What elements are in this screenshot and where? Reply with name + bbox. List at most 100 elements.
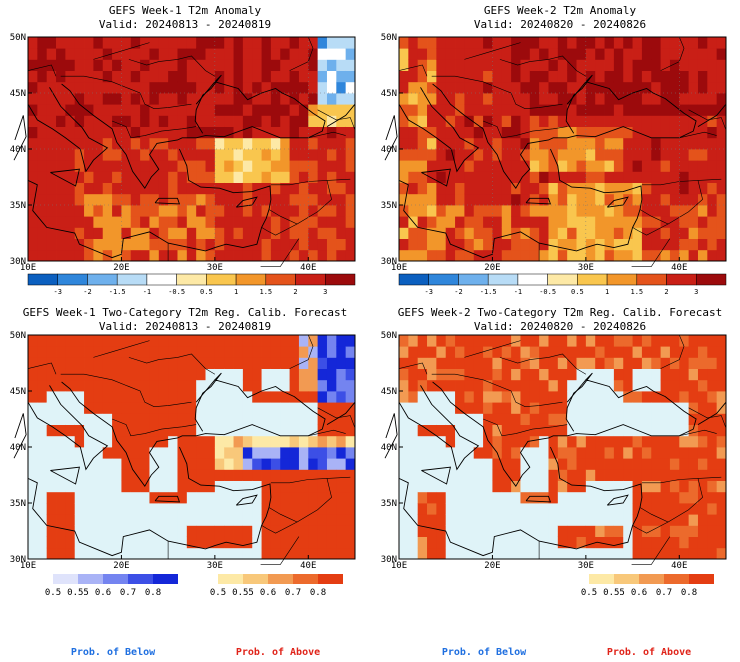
heatmap-cell (336, 37, 347, 49)
heatmap-cell (455, 491, 465, 504)
heatmap-cell (140, 205, 150, 217)
heatmap-cell (336, 81, 347, 94)
heatmap-cell (595, 346, 605, 358)
heatmap-cell (121, 249, 132, 262)
heatmap-cell (280, 37, 290, 49)
heatmap-cell (651, 525, 661, 537)
heatmap-cell (84, 480, 94, 493)
heatmap-cell (529, 458, 540, 470)
heatmap-cell (613, 458, 624, 470)
heatmap-cell (548, 115, 559, 127)
heatmap-cell (177, 346, 188, 358)
heatmap-cell (445, 93, 456, 105)
heatmap-cell (224, 547, 234, 560)
heatmap-cell (632, 413, 643, 425)
heatmap-cell (436, 469, 447, 481)
heatmap-cell (651, 413, 661, 425)
heatmap-cell (688, 491, 699, 504)
country-borders (27, 36, 356, 267)
heatmap-cell (576, 368, 587, 381)
heatmap-cell (427, 115, 437, 127)
heatmap-cell (65, 391, 76, 403)
heatmap-cell (399, 469, 409, 481)
heatmap-cell (308, 115, 319, 127)
heatmap-cell (93, 435, 104, 448)
heatmap-cell (520, 182, 531, 195)
heatmap-cell (529, 171, 540, 183)
heatmap-cell (417, 480, 428, 493)
heatmap-cell (417, 413, 428, 425)
heatmap-cell (345, 182, 356, 195)
heatmap-cell (130, 48, 141, 60)
heatmap-cell (492, 171, 503, 183)
heatmap-cell (436, 115, 447, 127)
heatmap-cell (186, 503, 197, 515)
heatmap-cell (511, 104, 521, 116)
heatmap-cell (74, 503, 85, 515)
heatmap-cell (56, 59, 66, 71)
heatmap-cell (632, 104, 643, 116)
heatmap-cell (445, 480, 456, 493)
heatmap-cell (483, 447, 493, 459)
heatmap-cell (623, 547, 633, 560)
border-segment (261, 223, 298, 236)
colorbar-swatch (517, 273, 548, 286)
chart-panel-4: GEFS Week-2 Two-Category T2m Reg. Calib.… (381, 306, 727, 658)
heatmap-cell (669, 59, 680, 71)
heatmap-cell (140, 402, 150, 414)
heatmap-cell (121, 205, 132, 217)
heatmap-cell (308, 149, 319, 161)
heatmap-cell (539, 424, 549, 437)
heatmap-cell (529, 81, 540, 94)
heatmap-cell (501, 335, 512, 347)
heatmap-cell (501, 115, 512, 127)
heatmap-cell (455, 525, 465, 537)
heatmap-cell (716, 70, 727, 83)
heatmap-cell (93, 193, 104, 206)
heatmap-cell (121, 547, 132, 560)
heatmap-cell (168, 514, 178, 526)
heatmap-cell (455, 59, 465, 71)
heatmap-cell (464, 182, 475, 195)
border-segment (317, 109, 356, 131)
heatmap-cell (511, 37, 521, 49)
heatmap-cell (214, 249, 225, 262)
heatmap-cell (595, 335, 605, 347)
heatmap-cell (483, 115, 493, 127)
heatmap-cell (483, 391, 493, 403)
coast-segment (697, 401, 727, 425)
heatmap-cell (149, 182, 160, 195)
heatmap-cell (130, 547, 141, 560)
heatmap-cell (205, 491, 216, 504)
heatmap-cell (317, 205, 328, 217)
heatmap-cell (697, 368, 708, 381)
heatmap-cell (233, 126, 244, 139)
heatmap-cell (445, 435, 456, 448)
heatmap-cell (455, 160, 465, 172)
heatmap-cell (242, 205, 253, 217)
heatmap-cell (242, 357, 253, 369)
heatmap-cell (427, 149, 437, 161)
heatmap-cell (445, 402, 456, 414)
heatmap-cell (707, 81, 718, 94)
heatmap-cell (74, 491, 85, 504)
heatmap-cell (149, 37, 160, 49)
heatmap-cell (336, 547, 347, 560)
heatmap-cell (501, 503, 512, 515)
heatmap-cell (427, 503, 437, 515)
heatmap-cell (214, 536, 225, 549)
heatmap-cell (28, 171, 38, 183)
heatmap-cell (168, 182, 178, 195)
heatmap-cell (205, 335, 216, 347)
heatmap-cell (205, 104, 216, 116)
heatmap-cell (604, 525, 615, 537)
heatmap-cell (660, 536, 671, 549)
heatmap-cell (697, 480, 708, 493)
heatmap-cell (408, 104, 419, 116)
heatmap-cell (473, 93, 484, 105)
heatmap-cell (473, 205, 484, 217)
heatmap-cell (539, 59, 549, 71)
heatmap-cell (84, 525, 94, 537)
heatmap-cell (177, 59, 188, 71)
heatmap-cell (214, 491, 225, 504)
